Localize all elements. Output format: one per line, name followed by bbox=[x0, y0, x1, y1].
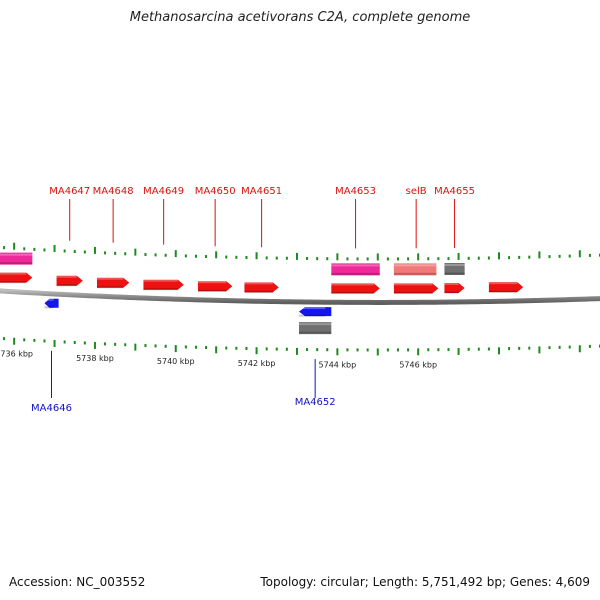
axis-position-label: 5740 kbp bbox=[157, 357, 195, 366]
feature-cds[interactable] bbox=[143, 279, 184, 290]
feature-highlight bbox=[393, 264, 437, 267]
axis-position-label: 5746 kbp bbox=[399, 360, 437, 369]
feature-cds[interactable] bbox=[331, 283, 380, 294]
feature-highlight bbox=[331, 264, 380, 267]
feature-highlight bbox=[96, 277, 124, 280]
feature-shade bbox=[0, 281, 27, 284]
feature-shade bbox=[197, 289, 227, 292]
axis-position-label: 5736 kbp bbox=[0, 350, 33, 359]
genome-backbone bbox=[0, 288, 600, 305]
feature-shade bbox=[488, 290, 518, 293]
feature-shade bbox=[244, 290, 273, 293]
gene-label[interactable]: MA4650 bbox=[195, 186, 236, 197]
feature-cds[interactable] bbox=[244, 282, 279, 293]
accession-label: Accession: NC_003552 bbox=[9, 575, 146, 589]
tick-marks bbox=[3, 242, 600, 356]
genome-summary: Topology: circular; Length: 5,751,492 bp… bbox=[260, 575, 590, 589]
feature-highlight bbox=[56, 275, 77, 278]
gene-label[interactable]: MA4652 bbox=[295, 397, 336, 408]
gene-label[interactable]: MA4655 bbox=[434, 186, 475, 197]
gene-label[interactable]: MA4646 bbox=[31, 403, 72, 414]
feature-shade bbox=[393, 291, 433, 294]
feature-shade bbox=[444, 272, 465, 275]
feature-cds[interactable] bbox=[393, 283, 439, 294]
feature-highlight bbox=[0, 272, 27, 275]
feature-cds[interactable] bbox=[488, 282, 524, 293]
feature-gene_rna[interactable] bbox=[331, 263, 380, 276]
gene-label[interactable]: MA4647 bbox=[49, 186, 90, 197]
feature-highlight bbox=[444, 263, 465, 266]
axis-position-label: 5742 kbp bbox=[238, 359, 276, 368]
axis-labels: 5736 kbp 5738 kbp 5740 kbp 5742 kbp 5744 kbp… bbox=[0, 350, 437, 370]
feature-shade bbox=[331, 291, 374, 294]
feature-track bbox=[0, 252, 524, 335]
feature-highlight bbox=[298, 323, 332, 326]
feature-highlight bbox=[488, 282, 518, 285]
feature-gene_rna[interactable] bbox=[0, 252, 33, 265]
gene-label[interactable]: MA4653 bbox=[335, 186, 376, 197]
feature-misc[interactable] bbox=[444, 262, 465, 275]
map-title: Methanosarcina acetivorans C2A, complete… bbox=[129, 10, 471, 25]
feature-minus_cds[interactable] bbox=[298, 307, 332, 317]
feature-highlight bbox=[244, 282, 273, 285]
feature-misc[interactable] bbox=[298, 322, 332, 335]
axis-position-label: 5744 kbp bbox=[319, 360, 357, 369]
feature-shade bbox=[444, 291, 459, 294]
feature-labels: MA4647 MA4648 MA4649 MA4650 MA4651 MA4653 selB… bbox=[31, 186, 475, 414]
feature-shade bbox=[0, 262, 33, 265]
feature-cds[interactable] bbox=[0, 272, 33, 283]
feature-highlight bbox=[44, 298, 54, 301]
gene-label[interactable]: MA4648 bbox=[93, 186, 134, 197]
feature-cds[interactable] bbox=[197, 281, 233, 292]
feature-highlight bbox=[444, 282, 459, 285]
feature-highlight bbox=[331, 283, 374, 286]
feature-highlight bbox=[143, 279, 178, 282]
feature-shade bbox=[56, 284, 77, 287]
feature-shade bbox=[96, 286, 124, 289]
feature-shade bbox=[298, 314, 326, 317]
gene-label[interactable]: MA4649 bbox=[143, 186, 184, 197]
feature-shade bbox=[44, 306, 54, 309]
feature-cds[interactable] bbox=[56, 275, 83, 286]
feature-highlight bbox=[0, 253, 33, 256]
feature-shade bbox=[331, 272, 380, 275]
feature-highlight bbox=[393, 283, 433, 286]
gene-label[interactable]: selB bbox=[406, 186, 427, 197]
feature-pseudo[interactable] bbox=[393, 263, 437, 276]
feature-cds[interactable] bbox=[444, 282, 465, 293]
feature-shade bbox=[298, 331, 332, 334]
feature-shade bbox=[143, 288, 178, 291]
feature-cds[interactable] bbox=[96, 277, 130, 288]
axis-position-label: 5738 kbp bbox=[76, 354, 114, 363]
feature-highlight bbox=[298, 307, 326, 310]
feature-highlight bbox=[197, 281, 227, 284]
feature-minus_cds[interactable] bbox=[44, 298, 59, 308]
feature-shade bbox=[393, 272, 437, 275]
gene-label[interactable]: MA4651 bbox=[241, 186, 282, 197]
